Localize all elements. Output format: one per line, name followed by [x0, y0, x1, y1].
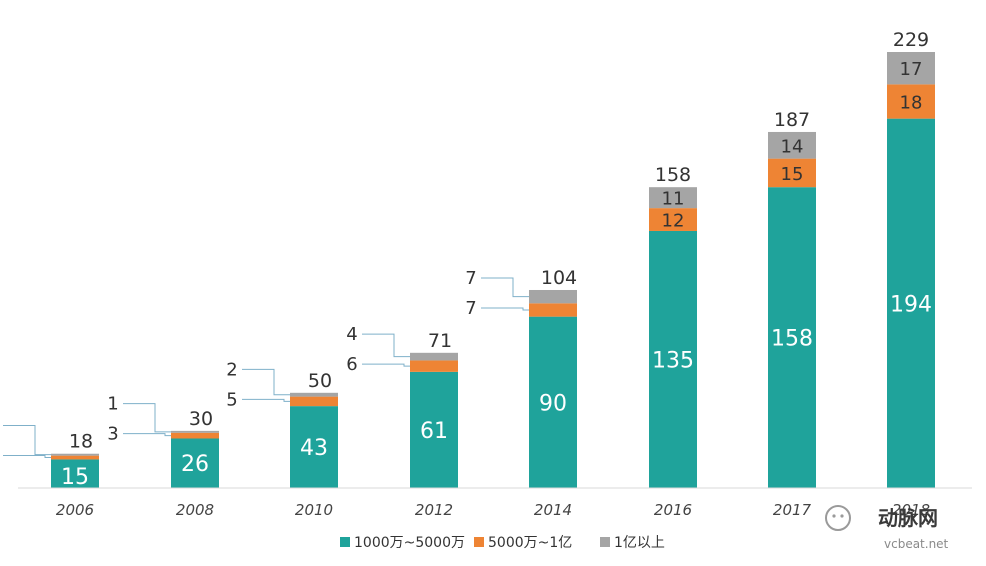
data-label-core-2008: 26 — [181, 452, 209, 477]
total-label-2010: 50 — [308, 370, 332, 392]
bar-top-2006 — [51, 453, 99, 456]
bar-top-2008 — [171, 430, 219, 433]
data-label-core-2017: 158 — [771, 327, 813, 352]
bar-core-2010 — [290, 406, 338, 488]
leader-line-mid-2006 — [3, 455, 51, 459]
wechat-icon — [825, 505, 851, 531]
bar-top-2014 — [529, 289, 577, 304]
x-tick-2010: 2010 — [295, 501, 333, 519]
data-label-core-2006: 15 — [61, 465, 89, 490]
total-label-2008: 30 — [189, 408, 213, 430]
bar-core-2014 — [529, 316, 577, 488]
bar-core-2008 — [171, 438, 219, 488]
data-label-core-2014: 90 — [539, 391, 567, 416]
bar-top-2010 — [290, 392, 338, 397]
legend-swatch-0 — [340, 537, 350, 547]
x-tick-2012: 2012 — [415, 501, 453, 519]
x-tick-2006: 2006 — [56, 501, 94, 519]
data-label-mid-2017: 15 — [781, 164, 804, 185]
bar-mid-2010 — [290, 396, 338, 407]
bar-mid-2018 — [887, 84, 935, 119]
bar-core-2012 — [410, 371, 458, 488]
bar-mid-2016 — [649, 208, 697, 231]
bar-core-2006 — [51, 459, 99, 488]
watermark-logo: 动脉网 — [878, 506, 938, 530]
leader-line-top-2010 — [242, 368, 290, 396]
leader-line-top-2014 — [481, 277, 529, 298]
bar-mid-2006 — [51, 455, 99, 460]
bar-core-2016 — [649, 230, 697, 489]
total-label-2006: 18 — [69, 431, 93, 453]
data-label-mid-2018: 18 — [900, 93, 923, 114]
data-label-top-2010: 2 — [226, 359, 237, 380]
bar-core-2017 — [768, 187, 816, 488]
leader-line-mid-2008 — [123, 433, 171, 437]
data-label-top-2008: 1 — [107, 394, 118, 415]
data-label-core-2016: 135 — [652, 348, 694, 373]
data-label-core-2018: 194 — [890, 292, 932, 317]
bar-mid-2017 — [768, 158, 816, 188]
bar-top-2017 — [768, 131, 816, 159]
total-label-2016: 158 — [655, 164, 691, 186]
bar-mid-2012 — [410, 360, 458, 372]
x-tick-2008: 2008 — [176, 501, 214, 519]
watermark: 动脉网 vcbeat.net — [825, 505, 949, 551]
bar-top-2018 — [887, 52, 935, 85]
x-tick-2018: 2018 — [892, 501, 930, 519]
data-label-top-2017: 14 — [781, 136, 804, 157]
labels-layer: 1518212630314350526171649010477135158121… — [3, 29, 932, 490]
data-label-top-2016: 11 — [662, 189, 685, 210]
data-label-mid-2008: 3 — [107, 424, 118, 445]
data-label-top-2018: 17 — [900, 59, 923, 80]
total-label-2018: 229 — [893, 29, 929, 51]
bar-top-2012 — [410, 352, 458, 361]
bar-top-2016 — [649, 187, 697, 209]
wechat-icon-eye-left — [832, 514, 836, 518]
wechat-icon-eye-right — [840, 514, 844, 518]
x-tick-2016: 2016 — [654, 501, 692, 519]
bar-mid-2008 — [171, 432, 219, 439]
leader-line-mid-2012 — [362, 363, 410, 367]
bars-layer — [51, 52, 935, 489]
leader-line-top-2012 — [362, 333, 410, 358]
data-label-mid-2012: 6 — [346, 354, 357, 375]
legend-label-1: 5000万~1亿 — [488, 535, 572, 551]
x-tick-2014: 2014 — [534, 501, 572, 519]
data-label-top-2012: 4 — [346, 324, 357, 345]
legend-label-0: 1000万~5000万 — [354, 535, 465, 551]
total-label-2017: 187 — [774, 109, 810, 131]
legend: 1000万~5000万 5000万~1亿 1亿以上 — [340, 535, 665, 551]
legend-swatch-2 — [600, 537, 610, 547]
data-label-core-2012: 61 — [420, 419, 448, 444]
leader-line-top-2008 — [123, 403, 171, 433]
data-label-mid-2014: 7 — [465, 298, 476, 319]
data-label-mid-2016: 12 — [662, 211, 685, 232]
total-label-2014: 104 — [541, 267, 577, 289]
legend-swatch-1 — [474, 537, 484, 547]
data-label-mid-2010: 5 — [226, 389, 237, 410]
legend-label-2: 1亿以上 — [614, 535, 665, 551]
x-tick-layer: 2006 2008 2010 2012 2014 2016 2017 2018 — [56, 501, 930, 519]
x-tick-2017: 2017 — [773, 501, 812, 519]
bar-core-2018 — [887, 118, 935, 488]
leader-line-mid-2014 — [481, 307, 529, 311]
bar-mid-2014 — [529, 303, 577, 317]
leader-line-mid-2010 — [242, 398, 290, 402]
data-label-core-2010: 43 — [300, 436, 328, 461]
leader-line-top-2006 — [3, 425, 51, 456]
watermark-url: vcbeat.net — [884, 537, 949, 551]
data-label-top-2014: 7 — [465, 268, 476, 289]
total-label-2012: 71 — [428, 330, 452, 352]
